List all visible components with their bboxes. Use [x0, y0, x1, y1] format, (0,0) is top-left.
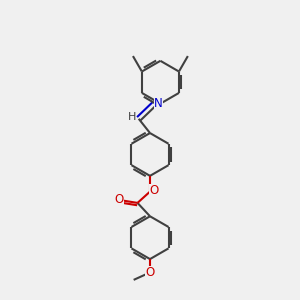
- Text: O: O: [146, 266, 154, 279]
- Text: O: O: [115, 193, 124, 206]
- Text: O: O: [149, 184, 158, 196]
- Text: N: N: [154, 97, 163, 110]
- Text: H: H: [128, 112, 136, 122]
